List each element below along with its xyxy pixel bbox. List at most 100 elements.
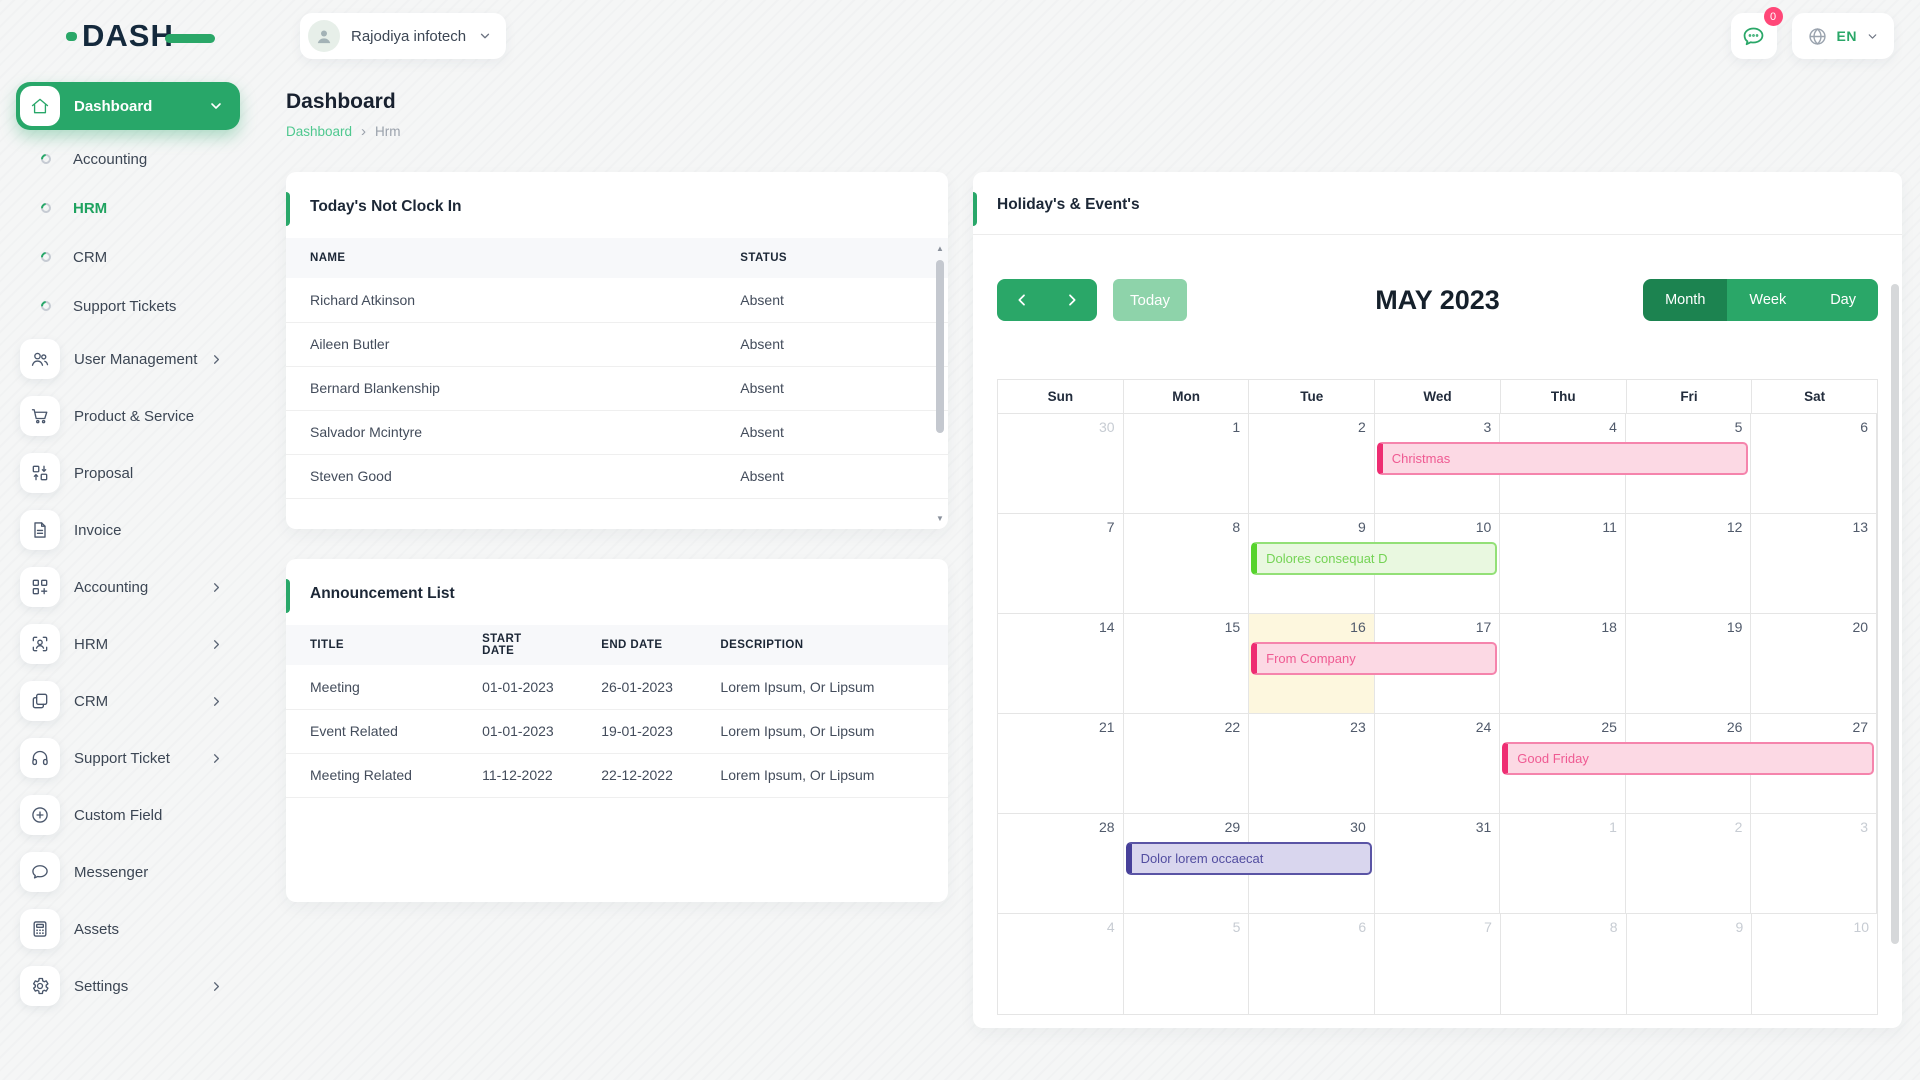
calendar-day-cell[interactable]: 4 xyxy=(998,914,1124,1014)
sidebar-item-crm[interactable]: CRM xyxy=(16,677,240,725)
calendar-day-cell[interactable]: 24 xyxy=(1375,714,1501,813)
clockin-col-name: NAME xyxy=(286,238,717,278)
calendar-day-cell[interactable]: 7 xyxy=(1375,914,1501,1014)
sidebar-item-messenger[interactable]: Messenger xyxy=(16,848,240,896)
calendar-day-cell[interactable]: 12 xyxy=(1626,514,1752,613)
calendar-event[interactable]: From Company xyxy=(1251,642,1498,675)
sidebar-item-product-service[interactable]: Product & Service xyxy=(16,392,240,440)
company-name: Rajodiya infotech xyxy=(351,27,467,45)
calendar-week-row: 28 29 30 31 1 2 3 Dolor lorem occaecat xyxy=(998,814,1878,914)
announcement-col-end: END DATE xyxy=(577,625,697,665)
calendar-day-cell[interactable]: 7 xyxy=(998,514,1124,613)
sidebar-item-label: CRM xyxy=(74,692,109,710)
sidebar-item-settings[interactable]: Settings xyxy=(16,962,240,1010)
calendar-day-cell[interactable]: 14 xyxy=(998,614,1124,713)
calendar-day-cell[interactable]: 3 xyxy=(1751,814,1878,913)
sidebar-item-hrm[interactable]: HRM xyxy=(16,620,240,668)
messages-button[interactable]: 0 xyxy=(1730,7,1783,59)
calendar-event[interactable]: Dolores consequat D xyxy=(1251,542,1498,575)
day-number: 5 xyxy=(1232,919,1241,935)
calendar-day-cell[interactable]: 10 xyxy=(1752,914,1877,1014)
sidebar-item-assets[interactable]: Assets xyxy=(16,905,240,953)
calendar-day-cell[interactable]: 13 xyxy=(1751,514,1878,613)
day-number: 31 xyxy=(1475,819,1492,835)
table-row: Meeting Related 11-12-2022 22-12-2022 Lorem… xyxy=(286,753,948,798)
sidebar-item-custom-field[interactable]: Custom Field xyxy=(16,791,240,839)
calendar-day-cell[interactable]: 22 xyxy=(1124,714,1250,813)
language-selector[interactable]: EN xyxy=(1791,13,1894,59)
calendar-day-cell[interactable]: 18 xyxy=(1500,614,1626,713)
calendar-day-cell[interactable]: 1 xyxy=(1500,814,1626,913)
sidebar-item-accounting[interactable]: Accounting xyxy=(16,139,240,179)
chat-icon xyxy=(20,852,60,892)
breadcrumb-current: Hrm xyxy=(375,124,401,139)
notification-badge: 0 xyxy=(1763,7,1783,26)
sidebar-item-support-tickets[interactable]: Support Tickets xyxy=(16,286,240,326)
calendar-day-cell[interactable]: 2 xyxy=(1626,814,1752,913)
scroll-up-icon[interactable]: ▲ xyxy=(936,244,944,253)
day-number: 9 xyxy=(1735,919,1744,935)
today-button[interactable]: Today xyxy=(1113,279,1188,321)
calendar-day-cell[interactable]: 28 xyxy=(998,814,1124,913)
calendar-day-cell[interactable]: 30 xyxy=(1249,814,1375,913)
scrollbar-thumb[interactable] xyxy=(1891,284,1899,944)
table-row: Meeting 01-01-2023 26-01-2023 Lorem Ipsum, … xyxy=(286,665,948,710)
calendar-day-cell[interactable]: 2 xyxy=(1249,414,1375,513)
status-cell: Absent xyxy=(716,278,948,323)
company-selector[interactable]: Rajodiya infotech xyxy=(300,13,507,59)
calendar-event[interactable]: Dolor lorem occaecat xyxy=(1125,842,1372,875)
sidebar-item-crm[interactable]: CRM xyxy=(16,237,240,277)
app-logo[interactable]: DASH xyxy=(66,18,215,54)
calendar-day-cell[interactable]: 23 xyxy=(1249,714,1375,813)
scrollbar-thumb[interactable] xyxy=(936,260,944,433)
announcement-title-cell: Meeting xyxy=(286,665,459,710)
next-month-button[interactable] xyxy=(1047,279,1097,321)
calendar-day-cell[interactable]: 30 xyxy=(998,414,1124,513)
sidebar-item-hrm[interactable]: HRM xyxy=(16,188,240,228)
month-view-button[interactable]: Month xyxy=(1643,279,1728,321)
breadcrumb-dashboard-link[interactable]: Dashboard xyxy=(286,124,353,139)
calendar-day-cell[interactable]: 15 xyxy=(1124,614,1250,713)
calendar-day-cell[interactable]: 20 xyxy=(1751,614,1878,713)
calendar-day-cell[interactable]: 21 xyxy=(998,714,1124,813)
card-accent-bar xyxy=(973,192,977,226)
sidebar-item-support-ticket[interactable]: Support Ticket xyxy=(16,734,240,782)
week-view-button[interactable]: Week xyxy=(1727,279,1809,321)
prev-month-button[interactable] xyxy=(997,279,1047,321)
calendar-day-cell[interactable]: 5 xyxy=(1626,414,1752,513)
day-view-button[interactable]: Day xyxy=(1808,279,1878,321)
crm-icon xyxy=(20,681,60,721)
table-row: Event Related 01-01-2023 19-01-2023 Lorem I… xyxy=(286,709,948,754)
end-date-cell: 22-12-2022 xyxy=(577,753,697,798)
calendar-day-cell[interactable]: 31 xyxy=(1375,814,1501,913)
chat-bubble-icon xyxy=(1741,24,1766,49)
calendar-day-cell[interactable]: 11 xyxy=(1500,514,1626,613)
announcement-col-description: DESCRIPTION xyxy=(696,625,948,665)
calendar-day-cell[interactable]: 27 xyxy=(1751,714,1878,813)
sidebar-item-label: Product & Service xyxy=(74,407,195,425)
calendar-day-cell[interactable]: 8 xyxy=(1501,914,1627,1014)
calendar-day-cell[interactable]: 6 xyxy=(1249,914,1376,1014)
weekday-label: Sun xyxy=(998,380,1124,413)
sidebar-item-dashboard[interactable]: Dashboard xyxy=(16,82,240,130)
calendar-day-cell[interactable]: 19 xyxy=(1626,614,1752,713)
calendar-day-cell[interactable]: 8 xyxy=(1124,514,1250,613)
sidebar-item-proposal[interactable]: Proposal xyxy=(16,449,240,497)
calendar-day-cell[interactable]: 9 xyxy=(1627,914,1753,1014)
calendar-day-cell[interactable]: 10 xyxy=(1375,514,1501,613)
sidebar-item-accounting[interactable]: Accounting xyxy=(16,563,240,611)
calendar-day-cell[interactable]: 6 xyxy=(1751,414,1878,513)
calendar-week-row: 7 8 9 10 11 12 13 Dolores consequat D xyxy=(998,514,1878,614)
calendar-event[interactable]: Christmas xyxy=(1376,442,1749,475)
scroll-down-icon[interactable]: ▼ xyxy=(936,514,944,523)
calendar-day-cell[interactable]: 5 xyxy=(1124,914,1250,1014)
calendar-day-cell[interactable]: 1 xyxy=(1124,414,1250,513)
calendar-event[interactable]: Good Friday xyxy=(1502,742,1874,775)
sidebar-item-invoice[interactable]: Invoice xyxy=(16,506,240,554)
day-number: 11 xyxy=(1602,519,1617,535)
table-row: Steven Good Absent xyxy=(286,454,948,499)
day-number: 30 xyxy=(1350,819,1366,835)
day-number: 20 xyxy=(1852,619,1869,635)
sidebar-item-user-management[interactable]: User Management xyxy=(16,335,240,383)
calendar-day-cell[interactable]: 17 xyxy=(1375,614,1501,713)
